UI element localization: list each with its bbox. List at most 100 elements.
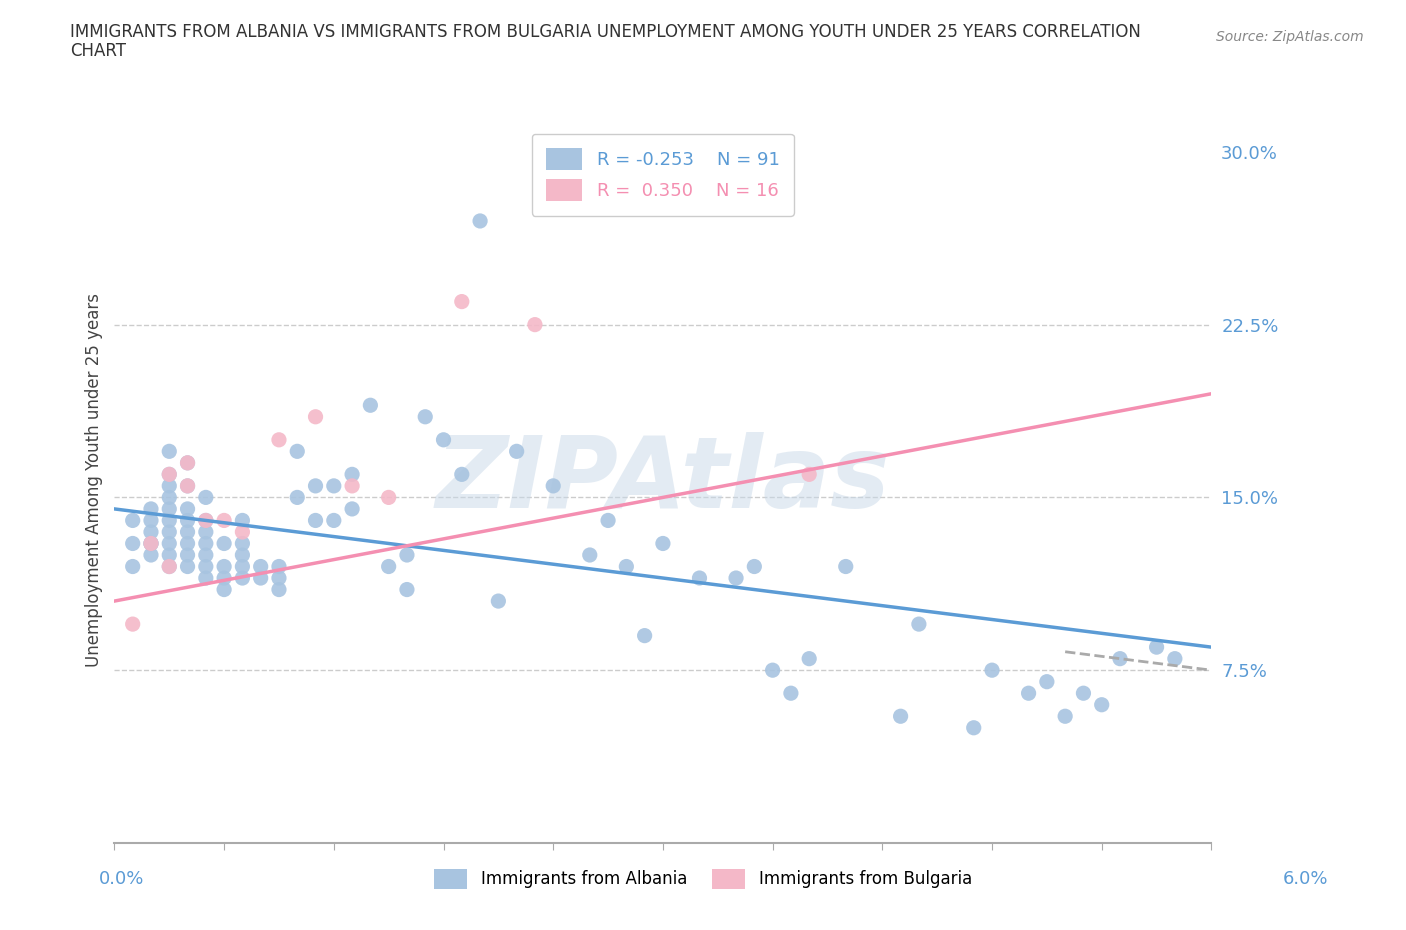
Point bbox=[340, 478, 363, 493]
Point bbox=[377, 490, 399, 505]
Point bbox=[799, 467, 821, 482]
Point bbox=[468, 214, 491, 229]
Point bbox=[450, 467, 472, 482]
Point bbox=[212, 571, 235, 586]
Point bbox=[157, 444, 180, 458]
Point bbox=[157, 513, 180, 528]
Point bbox=[908, 617, 931, 631]
Point bbox=[285, 490, 308, 505]
Point bbox=[762, 663, 785, 678]
Point bbox=[121, 513, 143, 528]
Point bbox=[231, 571, 253, 586]
Point bbox=[413, 409, 436, 424]
Point bbox=[267, 432, 290, 447]
Point bbox=[194, 513, 217, 528]
Point bbox=[139, 548, 162, 563]
Point bbox=[231, 513, 253, 528]
Point bbox=[176, 456, 198, 471]
Point bbox=[395, 582, 418, 597]
Point bbox=[890, 709, 912, 724]
Point bbox=[157, 467, 180, 482]
Point bbox=[780, 685, 803, 700]
Point bbox=[505, 444, 527, 458]
Y-axis label: Unemployment Among Youth under 25 years: Unemployment Among Youth under 25 years bbox=[86, 293, 103, 667]
Point bbox=[194, 536, 217, 551]
Point bbox=[176, 559, 198, 574]
Point bbox=[176, 548, 198, 563]
Point bbox=[212, 536, 235, 551]
Text: 6.0%: 6.0% bbox=[1284, 870, 1329, 888]
Text: 0.0%: 0.0% bbox=[98, 870, 143, 888]
Point bbox=[1109, 651, 1132, 666]
Point bbox=[322, 478, 344, 493]
Point bbox=[432, 432, 454, 447]
Point bbox=[835, 559, 858, 574]
Point bbox=[176, 456, 198, 471]
Point bbox=[157, 559, 180, 574]
Point bbox=[194, 513, 217, 528]
Point bbox=[1054, 709, 1077, 724]
Point bbox=[1073, 685, 1095, 700]
Point bbox=[486, 593, 509, 608]
Point bbox=[249, 559, 271, 574]
Point bbox=[744, 559, 766, 574]
Point bbox=[121, 617, 143, 631]
Point bbox=[1036, 674, 1059, 689]
Point bbox=[799, 651, 821, 666]
Point bbox=[231, 536, 253, 551]
Point bbox=[139, 536, 162, 551]
Point bbox=[633, 628, 655, 643]
Point bbox=[614, 559, 637, 574]
Point bbox=[212, 582, 235, 597]
Point bbox=[322, 513, 344, 528]
Text: CHART: CHART bbox=[70, 42, 127, 60]
Point bbox=[157, 559, 180, 574]
Point bbox=[176, 513, 198, 528]
Point bbox=[304, 409, 326, 424]
Point bbox=[285, 444, 308, 458]
Point bbox=[157, 501, 180, 516]
Point bbox=[578, 548, 600, 563]
Point bbox=[981, 663, 1004, 678]
Legend: R = -0.253    N = 91, R =  0.350    N = 16: R = -0.253 N = 91, R = 0.350 N = 16 bbox=[531, 134, 794, 216]
Point bbox=[267, 582, 290, 597]
Point bbox=[176, 478, 198, 493]
Point bbox=[157, 525, 180, 539]
Point bbox=[725, 571, 748, 586]
Point bbox=[304, 478, 326, 493]
Point bbox=[231, 525, 253, 539]
Point bbox=[194, 525, 217, 539]
Point bbox=[176, 536, 198, 551]
Point bbox=[340, 467, 363, 482]
Point bbox=[395, 548, 418, 563]
Point bbox=[139, 536, 162, 551]
Point bbox=[157, 467, 180, 482]
Point bbox=[1146, 640, 1168, 655]
Point bbox=[139, 525, 162, 539]
Point bbox=[194, 548, 217, 563]
Point bbox=[157, 478, 180, 493]
Point bbox=[377, 559, 399, 574]
Point bbox=[139, 536, 162, 551]
Point bbox=[176, 525, 198, 539]
Text: Source: ZipAtlas.com: Source: ZipAtlas.com bbox=[1216, 30, 1364, 44]
Point bbox=[176, 478, 198, 493]
Point bbox=[249, 571, 271, 586]
Point bbox=[541, 478, 564, 493]
Point bbox=[157, 490, 180, 505]
Text: ZIPAtlas: ZIPAtlas bbox=[436, 432, 890, 528]
Point bbox=[267, 571, 290, 586]
Point bbox=[1091, 698, 1114, 712]
Point bbox=[157, 548, 180, 563]
Point bbox=[212, 559, 235, 574]
Point bbox=[688, 571, 710, 586]
Point bbox=[340, 501, 363, 516]
Point bbox=[157, 536, 180, 551]
Point bbox=[963, 721, 986, 736]
Point bbox=[359, 398, 381, 413]
Point bbox=[121, 536, 143, 551]
Point bbox=[194, 490, 217, 505]
Point bbox=[121, 559, 143, 574]
Point bbox=[523, 317, 546, 332]
Legend: Immigrants from Albania, Immigrants from Bulgaria: Immigrants from Albania, Immigrants from… bbox=[427, 862, 979, 896]
